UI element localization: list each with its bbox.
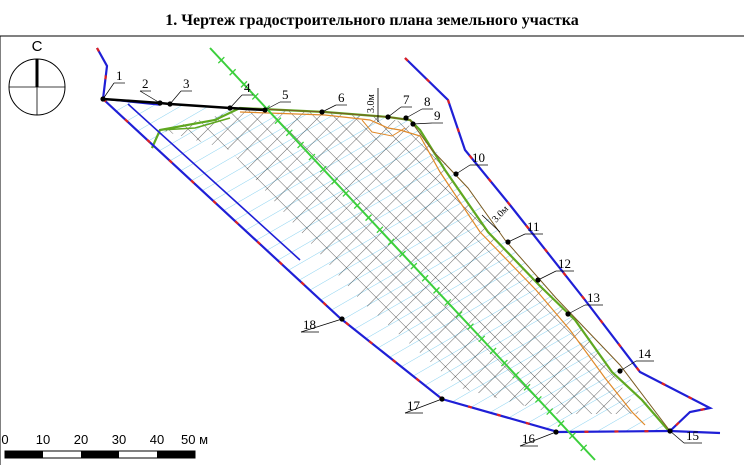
buildable-zone-outline — [150, 106, 669, 431]
point-label-10: 10 — [472, 150, 485, 165]
point-leader-3 — [169, 90, 182, 105]
utility-x-mark — [297, 141, 305, 149]
point-label-4: 4 — [244, 80, 251, 95]
point-label-15: 15 — [686, 428, 699, 443]
point-leader-4 — [229, 94, 243, 109]
point-label-17: 17 — [407, 398, 421, 413]
utility-x-mark — [534, 395, 542, 403]
compass: С — [8, 38, 66, 116]
scale-tick-0: 0 — [1, 432, 8, 447]
dimension-leader-east — [481, 214, 501, 233]
utility-x-mark — [557, 420, 565, 428]
utility-x-mark — [285, 129, 293, 137]
utility-x-mark — [365, 214, 372, 222]
utility-x-mark — [376, 226, 384, 234]
point-leader-7 — [387, 106, 402, 118]
utility-x-mark — [546, 408, 554, 415]
point-leader-2 — [139, 90, 161, 104]
point-leader-6 — [321, 104, 337, 113]
utility-x-mark — [410, 262, 418, 270]
point-leader-9 — [412, 122, 433, 125]
point-leader-8 — [405, 108, 423, 119]
utility-x-mark — [342, 189, 350, 197]
scale-tick-20: 20 — [74, 432, 88, 447]
utility-x-mark — [466, 323, 474, 331]
utility-x-mark — [331, 177, 339, 185]
scale-tick-30: 30 — [112, 432, 126, 447]
utility-x-mark — [399, 250, 406, 258]
scale-tick-50: 50 м — [181, 432, 208, 447]
point-label-14: 14 — [638, 346, 652, 361]
utility-x-mark — [319, 165, 327, 173]
buildable-zone-hatch — [160, 110, 640, 414]
point-leader-13 — [567, 304, 586, 315]
point-label-3: 3 — [183, 76, 190, 91]
parcel-boundary-line — [239, 107, 671, 432]
utility-x-mark — [387, 238, 395, 246]
point-label-18: 18 — [303, 317, 316, 332]
buildable-zone-outline-inner — [151, 117, 231, 149]
point-label-9: 9 — [434, 108, 441, 123]
utility-x-mark — [274, 117, 282, 125]
point-label-16: 16 — [522, 431, 536, 446]
point-leader-14 — [619, 360, 637, 372]
utility-x-mark — [455, 311, 463, 319]
scale-bar: 0 10 20 30 40 50 м — [1, 432, 208, 459]
utility-line-marks — [217, 56, 588, 452]
utility-x-mark — [489, 347, 497, 355]
point-leader-11 — [507, 233, 526, 243]
point-label-6: 6 — [338, 90, 345, 105]
dimension-east-label: 3.0м — [490, 203, 511, 225]
utility-x-mark — [444, 299, 452, 306]
point-leader-12 — [537, 270, 557, 281]
point-leader-5 — [264, 101, 281, 111]
utility-x-mark — [229, 68, 237, 76]
point-leader-15 — [669, 430, 685, 444]
point-label-11: 11 — [527, 219, 540, 234]
point-label-1: 1 — [116, 68, 123, 83]
setback-line — [239, 111, 646, 426]
utility-x-mark — [433, 286, 440, 294]
utility-x-mark — [512, 371, 520, 379]
dimension-north-label: 3.0м — [366, 94, 377, 114]
utility-x-mark — [308, 153, 316, 161]
point-leader-16 — [519, 431, 557, 447]
page-title: 1. Чертеж градостроительного плана земел… — [165, 12, 579, 29]
point-label-8: 8 — [424, 94, 431, 109]
point-label-2: 2 — [142, 76, 149, 91]
utility-x-mark — [580, 444, 588, 452]
utility-x-mark — [353, 202, 361, 209]
utility-x-mark — [421, 274, 429, 282]
scale-tick-10: 10 — [36, 432, 50, 447]
utility-x-mark — [478, 335, 486, 343]
point-leader-17 — [404, 398, 443, 414]
point-label-5: 5 — [282, 87, 289, 102]
point-leader-10 — [455, 164, 471, 175]
point-label-12: 12 — [558, 256, 571, 271]
setback-line-inner — [361, 119, 406, 137]
utility-x-mark — [523, 383, 531, 391]
utility-x-mark — [251, 93, 259, 100]
scale-tick-40: 40 — [150, 432, 164, 447]
utility-x-mark — [217, 56, 225, 64]
point-leader-18 — [300, 318, 343, 333]
compass-north-label: С — [32, 38, 43, 55]
point-label-13: 13 — [587, 290, 600, 305]
utility-x-mark — [500, 359, 508, 367]
utility-x-mark — [240, 80, 248, 88]
point-label-7: 7 — [403, 92, 410, 107]
utility-x-mark — [568, 432, 576, 440]
point-leader-1 — [102, 82, 115, 100]
